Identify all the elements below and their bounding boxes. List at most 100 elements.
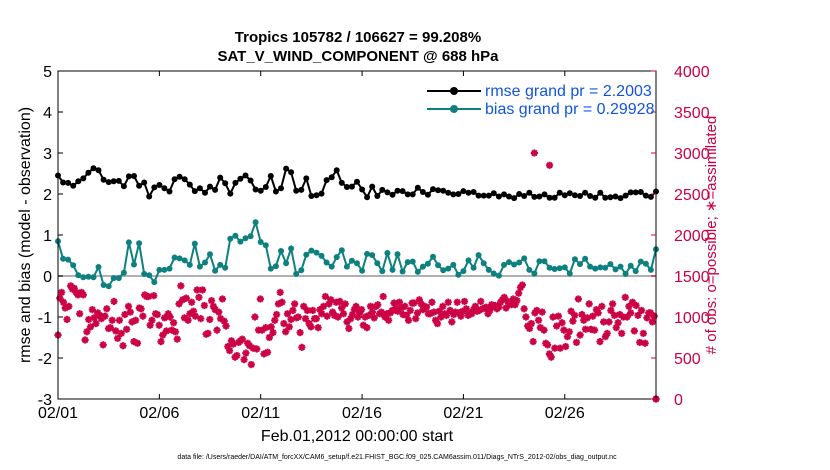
obs-point xyxy=(534,316,543,324)
obs-point xyxy=(207,297,216,305)
obs-point xyxy=(269,328,277,337)
rmse-point xyxy=(262,184,269,190)
bias-point xyxy=(333,254,340,261)
obs-point xyxy=(518,281,526,289)
rmse-point xyxy=(460,188,467,195)
bias-point xyxy=(95,264,102,270)
obs-point xyxy=(213,326,221,334)
obs-point xyxy=(92,319,100,328)
bias-point xyxy=(521,255,528,262)
rmse-point xyxy=(607,194,614,201)
bias-point xyxy=(465,257,472,264)
obs-point xyxy=(291,300,299,308)
rmse-point xyxy=(232,179,239,186)
rmse-point xyxy=(176,173,183,180)
bias-point xyxy=(399,268,406,275)
obs-point xyxy=(513,297,521,305)
obs-point xyxy=(578,310,586,319)
bias-point xyxy=(384,250,391,256)
bias-point xyxy=(267,265,274,272)
rmse-point xyxy=(465,189,472,196)
rmse-point xyxy=(100,176,107,183)
bias-point xyxy=(278,248,284,254)
rmse-point xyxy=(501,191,507,198)
obs-point xyxy=(115,316,124,324)
rmse-point xyxy=(207,183,213,190)
y-tick-label: 5 xyxy=(43,64,52,81)
obs-point xyxy=(114,334,122,342)
x-tick-label: 02/21 xyxy=(443,405,483,422)
obs-point xyxy=(226,347,234,355)
bias-point xyxy=(242,235,249,242)
obs-point xyxy=(58,288,66,296)
obs-point xyxy=(374,301,382,309)
bias-point xyxy=(166,265,173,272)
rmse-point xyxy=(95,167,102,174)
y-tick-label: 0 xyxy=(43,269,52,286)
bias-point xyxy=(202,259,208,266)
obs-point xyxy=(285,323,293,331)
obs-point xyxy=(170,319,178,327)
obs-point xyxy=(547,353,555,361)
obs-point xyxy=(594,309,602,317)
rmse-point xyxy=(597,189,604,196)
y-tick-label: 3 xyxy=(43,146,52,163)
rmse-point xyxy=(369,183,376,190)
rmse-point xyxy=(506,193,512,200)
bias-point xyxy=(607,261,614,268)
obs-point xyxy=(126,308,134,316)
rmse-point xyxy=(617,195,624,202)
rmse-point xyxy=(541,191,548,198)
rmse-point xyxy=(627,189,634,196)
rmse-point xyxy=(389,191,396,198)
rmse-point xyxy=(642,192,649,199)
bias-point xyxy=(161,266,168,273)
obs-point xyxy=(637,306,646,315)
rmse-point xyxy=(582,189,589,196)
obs-point xyxy=(430,308,438,316)
rmse-point xyxy=(354,178,360,185)
obs-point xyxy=(618,329,626,337)
bias-point xyxy=(80,274,87,281)
bias-point xyxy=(480,260,487,267)
bias-point xyxy=(125,239,132,246)
rmse-point xyxy=(490,190,497,197)
bias-point xyxy=(475,252,482,259)
obs-point xyxy=(395,298,404,306)
obs-point xyxy=(368,308,376,316)
bias-point xyxy=(470,264,477,271)
obs-point xyxy=(327,296,335,304)
rmse-point xyxy=(384,189,391,196)
rmse-point xyxy=(328,174,335,181)
rmse-point xyxy=(511,195,518,202)
rmse-point xyxy=(516,191,523,197)
obs-point xyxy=(530,149,538,157)
rmse-point xyxy=(526,189,533,196)
obs-point xyxy=(551,344,559,352)
rmse-point xyxy=(267,173,274,179)
obs-point xyxy=(195,293,203,301)
obs-point xyxy=(155,321,163,329)
bias-point xyxy=(430,253,436,260)
rmse-point xyxy=(252,186,259,193)
obs-point xyxy=(303,306,311,315)
rmse-point xyxy=(455,191,462,197)
obs-point xyxy=(529,338,537,346)
bias-point xyxy=(551,266,558,272)
obs-point xyxy=(215,308,223,316)
rmse-point xyxy=(222,180,229,187)
obs-point xyxy=(562,342,570,351)
x-tick-label: 02/01 xyxy=(38,405,78,422)
rmse-point xyxy=(592,194,599,201)
chart-subtitle: SAT_V_WIND_COMPONENT @ 688 hPa xyxy=(217,48,499,65)
rmse-point xyxy=(65,179,72,186)
legend: rmse grand pr = 2.2003 bias grand pr = 0… xyxy=(427,83,655,118)
obs-point xyxy=(182,294,190,302)
y-tick-label: -1 xyxy=(38,310,52,327)
legend-rmse-marker xyxy=(450,87,458,95)
bias-point xyxy=(455,271,462,278)
rmse-series xyxy=(55,165,659,202)
bias-point xyxy=(110,275,117,282)
rmse-point xyxy=(131,173,137,179)
obs-point xyxy=(603,329,611,337)
